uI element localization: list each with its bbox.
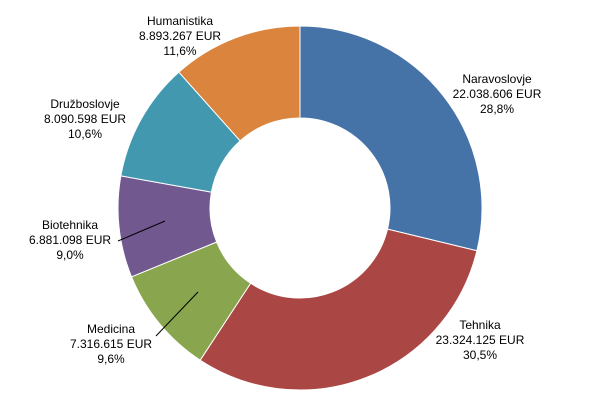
slice-percent: 10,6% <box>67 127 103 141</box>
slice-percent: 9,6% <box>97 352 125 366</box>
slice-amount: 6.881.098 EUR <box>28 233 112 247</box>
slice-amount: 8.893.267 EUR <box>138 29 222 43</box>
slice-humanistika <box>178 25 301 142</box>
slice-tehnika <box>199 228 478 391</box>
slice-name: Družboslovje <box>50 97 120 111</box>
slice-naravoslovje <box>299 25 483 252</box>
data-label-humanistika: Humanistika 8.893.267 EUR 11,6% <box>125 14 235 59</box>
data-label-naravoslovje: Naravoslovje 22.038.606 EUR 28,8% <box>437 72 557 117</box>
slice-name: Biotehnika <box>41 218 99 232</box>
slice-amount: 22.038.606 EUR <box>452 87 542 101</box>
slice-percent: 9,0% <box>56 248 84 262</box>
chart-slices <box>117 25 483 391</box>
leader-lines <box>117 220 199 337</box>
data-label-biotehnika: Biotehnika 6.881.098 EUR 9,0% <box>20 218 120 263</box>
slice-name: Naravoslovje <box>462 72 532 86</box>
slice-name: Tehnika <box>459 318 501 332</box>
slice-percent: 11,6% <box>163 44 197 58</box>
slice-percent: 30,5% <box>462 348 498 362</box>
slice-amount: 7.316.615 EUR <box>69 337 153 351</box>
leader-line-biotehnika <box>117 220 166 242</box>
slice-amount: 8.090.598 EUR <box>43 112 127 126</box>
slice-name: Humanistika <box>146 14 214 28</box>
slice-amount: 23.324.125 EUR <box>435 333 525 347</box>
slice-percent: 28,8% <box>479 102 515 116</box>
data-label-druzboslovje: Družboslovje 8.090.598 EUR 10,6% <box>30 97 140 142</box>
data-label-tehnika: Tehnika 23.324.125 EUR 30,5% <box>420 318 540 363</box>
data-label-medicina: Medicina 7.316.615 EUR 9,6% <box>56 322 166 367</box>
slice-name: Medicina <box>86 322 136 336</box>
leader-line-medicina <box>155 291 199 337</box>
